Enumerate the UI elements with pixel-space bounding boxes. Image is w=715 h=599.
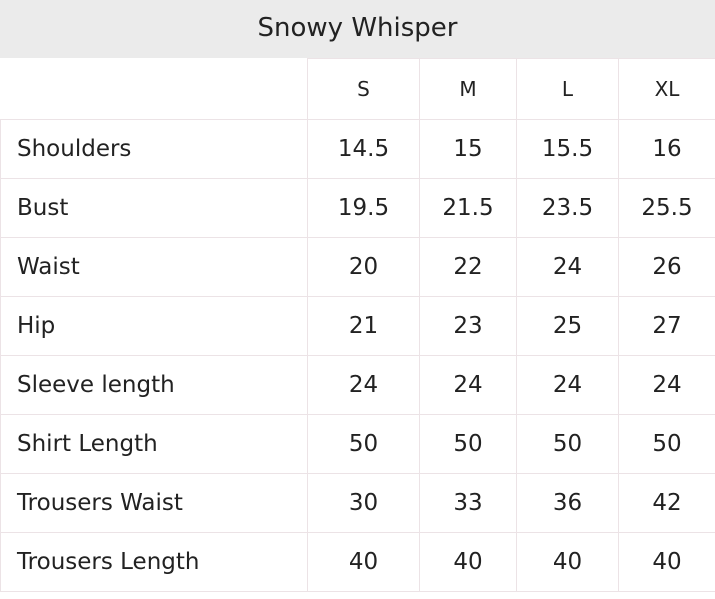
table-row: Trousers Length 40 40 40 40 [0, 532, 715, 592]
table-row: Waist 20 22 24 26 [0, 237, 715, 297]
measurement-value: 20 [307, 237, 420, 297]
size-header: S [307, 58, 420, 120]
table-row: Shirt Length 50 50 50 50 [0, 414, 715, 474]
header-row: S M L XL [0, 58, 715, 120]
measurement-label: Waist [0, 237, 308, 297]
measurement-label: Sleeve length [0, 355, 308, 415]
size-chart-table: S M L XL Shoulders 14.5 15 15.5 16 Bust 19.5 21… [0, 58, 715, 592]
size-header: M [419, 58, 517, 120]
measurement-value: 16 [618, 119, 715, 179]
measurement-value: 40 [618, 532, 715, 592]
table-row: Trousers Waist 30 33 36 42 [0, 473, 715, 533]
measurement-value: 23.5 [516, 178, 619, 238]
measurement-value: 40 [516, 532, 619, 592]
measurement-label: Bust [0, 178, 308, 238]
measurement-value: 24 [618, 355, 715, 415]
measurement-value: 42 [618, 473, 715, 533]
measurement-value: 15 [419, 119, 517, 179]
table-row: Bust 19.5 21.5 23.5 25.5 [0, 178, 715, 238]
empty-header-cell [0, 58, 308, 120]
table-row: Sleeve length 24 24 24 24 [0, 355, 715, 415]
measurement-value: 24 [307, 355, 420, 415]
measurement-value: 30 [307, 473, 420, 533]
measurement-value: 21 [307, 296, 420, 356]
table-row: Shoulders 14.5 15 15.5 16 [0, 119, 715, 179]
measurement-value: 21.5 [419, 178, 517, 238]
table-row: Hip 21 23 25 27 [0, 296, 715, 356]
measurement-value: 24 [516, 237, 619, 297]
measurement-value: 33 [419, 473, 517, 533]
measurement-label: Shirt Length [0, 414, 308, 474]
measurement-value: 25 [516, 296, 619, 356]
measurement-value: 19.5 [307, 178, 420, 238]
measurement-value: 50 [419, 414, 517, 474]
measurement-label: Trousers Length [0, 532, 308, 592]
measurement-value: 26 [618, 237, 715, 297]
size-header: L [516, 58, 619, 120]
measurement-value: 22 [419, 237, 517, 297]
chart-title: Snowy Whisper [0, 0, 715, 58]
measurement-label: Trousers Waist [0, 473, 308, 533]
measurement-value: 36 [516, 473, 619, 533]
measurement-value: 14.5 [307, 119, 420, 179]
measurement-value: 27 [618, 296, 715, 356]
measurement-value: 50 [307, 414, 420, 474]
measurement-value: 23 [419, 296, 517, 356]
measurement-value: 24 [516, 355, 619, 415]
measurement-value: 40 [419, 532, 517, 592]
measurement-value: 24 [419, 355, 517, 415]
measurement-value: 15.5 [516, 119, 619, 179]
measurement-value: 40 [307, 532, 420, 592]
measurement-value: 25.5 [618, 178, 715, 238]
measurement-value: 50 [618, 414, 715, 474]
measurement-value: 50 [516, 414, 619, 474]
measurement-label: Hip [0, 296, 308, 356]
size-header: XL [618, 58, 715, 120]
measurement-label: Shoulders [0, 119, 308, 179]
